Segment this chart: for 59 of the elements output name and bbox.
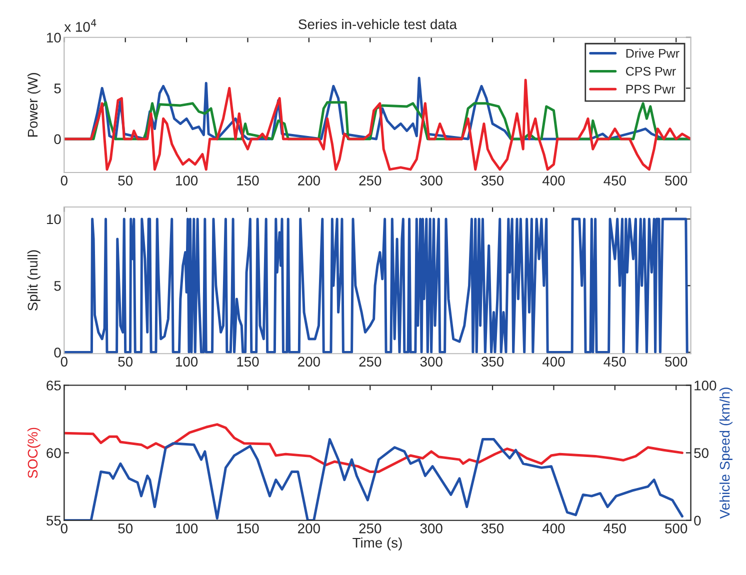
x-tick-label: 150 [237, 524, 259, 534]
x-tick-label: 450 [604, 524, 626, 534]
line-series [64, 438, 684, 520]
y2-tick-label: 0 [694, 516, 701, 526]
x-tick-label: 300 [420, 524, 442, 534]
y-tick-label: 65 [46, 380, 61, 390]
x-tick-label: 200 [298, 176, 320, 186]
x-axis-title: Time (s) [352, 537, 402, 550]
x-tick-label: 500 [665, 356, 688, 367]
x-tick-label: 350 [481, 524, 504, 534]
x-tick-label: 400 [542, 176, 565, 186]
y2-tick-label: 100 [694, 380, 716, 390]
legend-label: Drive Pwr [626, 48, 680, 58]
y-tick-label: 10 [46, 214, 61, 224]
x-tick-label: 0 [60, 524, 68, 534]
x-tick-label: 250 [359, 524, 382, 534]
x-tick-label: 350 [481, 356, 504, 367]
y-axis-title: Power (W) [27, 73, 40, 137]
y-tick-label: 10 [46, 32, 61, 43]
x-tick-label: 250 [359, 176, 382, 186]
x-tick-label: 450 [604, 356, 626, 367]
x-tick-label: 400 [542, 524, 565, 534]
y2-tick-label: 50 [694, 448, 708, 458]
y-tick-label: 55 [46, 516, 61, 526]
line-series [64, 423, 684, 473]
y2-axis-title: Vehicle Speed (km/h) [720, 388, 732, 519]
x-tick-label: 150 [237, 176, 259, 186]
x-tick-label: 250 [359, 356, 382, 367]
x-tick-label: 50 [118, 356, 133, 367]
y-axis-title: Split (null) [27, 250, 40, 311]
y-tick-label: 5 [54, 281, 61, 291]
y-tick-label: 0 [54, 348, 61, 358]
x-tick-label: 500 [665, 524, 688, 534]
y-tick-label: 60 [46, 448, 61, 458]
y-tick-label: 5 [54, 84, 61, 94]
x-tick-label: 300 [420, 176, 442, 186]
x-tick-label: 100 [176, 524, 198, 534]
x-tick-label: 200 [298, 524, 320, 534]
text: x 10$^{4}$ [64, 19, 96, 32]
x-tick-label: 400 [542, 356, 565, 367]
x-tick-label: 0 [60, 356, 68, 367]
x-tick-label: 50 [118, 176, 133, 186]
x-tick-label: 100 [176, 356, 198, 367]
legend-label: CPS Pwr [626, 66, 676, 76]
chart-title: Series in-vehicle test data [298, 18, 457, 30]
x-tick-label: 450 [604, 176, 626, 186]
line-series [64, 78, 691, 171]
x-tick-label: 150 [237, 356, 259, 367]
x-tick-label: 350 [481, 176, 504, 186]
y-tick-label: 0 [54, 134, 61, 144]
legend-label: PPS Pwr [626, 84, 676, 94]
x-tick-label: 500 [665, 176, 688, 186]
x-tick-label: 100 [176, 176, 198, 186]
x-tick-label: 300 [420, 356, 442, 367]
line-series [64, 218, 688, 354]
y-axis-title: SOC(%) [27, 428, 40, 478]
x-tick-label: 50 [118, 524, 133, 534]
x-tick-label: 0 [60, 176, 68, 186]
x-tick-label: 200 [298, 356, 320, 367]
